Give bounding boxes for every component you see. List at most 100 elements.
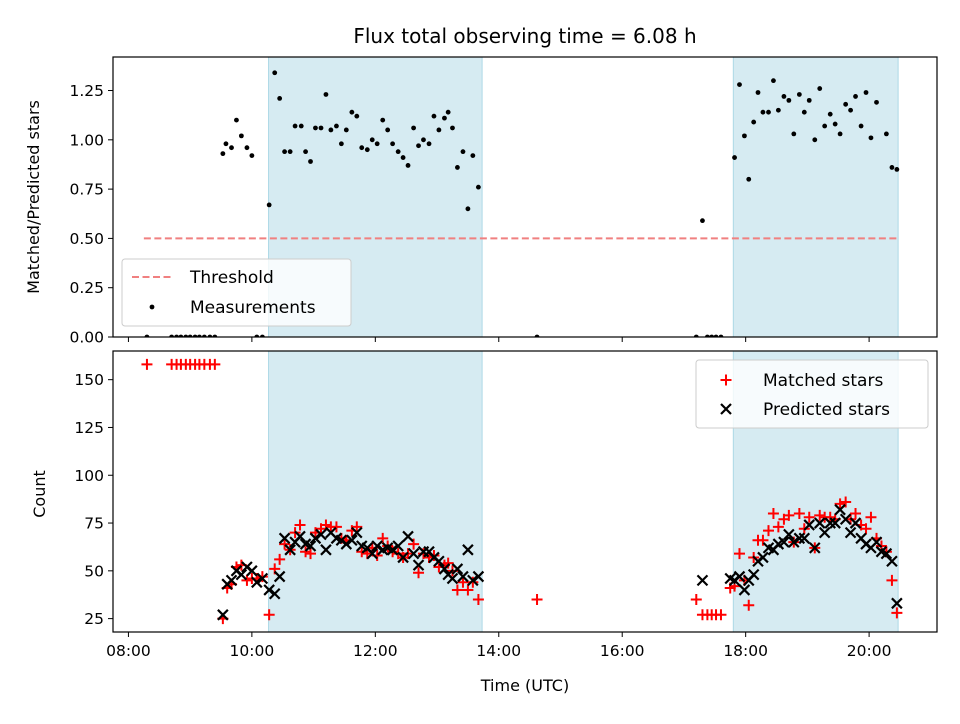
bottom-x-tick-label-2: 12:00	[353, 642, 398, 660]
bottom-axes-frame	[112, 350, 938, 633]
predicted-stars-point-68	[803, 519, 816, 531]
measurements-point-34	[338, 141, 344, 147]
measurements-point-81	[791, 131, 797, 137]
top-y-tick-label-1: 0.25	[69, 279, 104, 297]
measurements-point-80	[786, 97, 792, 103]
bottom-y-tick-label-5: 150	[74, 371, 104, 389]
measurements-point-40	[369, 137, 375, 143]
predicted-stars-point-36	[402, 530, 414, 543]
predicted-stars-point-18	[309, 532, 322, 545]
predicted-stars-point-72	[824, 517, 836, 529]
matched-stars-point-102	[891, 607, 903, 619]
measurements-point-100	[894, 166, 900, 172]
matched-stars-point-60	[467, 576, 479, 588]
predicted-stars-point-4	[235, 568, 248, 581]
predicted-stars-point-38	[412, 559, 425, 571]
predicted-stars-point-76	[844, 526, 857, 539]
top-panel: 0.00 0.25 0.50 0.75 1.00 1.25 Threshold Measure…	[69, 56, 938, 347]
predicted-stars-point-74	[834, 503, 846, 516]
measurements-point-57	[455, 165, 460, 170]
predicted-stars-point-71	[818, 526, 831, 539]
measurements-point-16	[244, 145, 250, 151]
predicted-stars-point-34	[392, 540, 404, 552]
matched-stars-point-101	[886, 574, 898, 586]
measurements-point-54	[442, 115, 447, 121]
measurements-point-28	[308, 159, 313, 164]
bottom-x-tick-label-6: 20:00	[847, 642, 892, 660]
bottom-y-tick-label-4: 125	[74, 419, 104, 437]
matched-stars-point-23	[279, 538, 291, 550]
matched-stars-point-92	[840, 496, 852, 508]
x-axis-label: Time (UTC)	[480, 676, 569, 695]
predicted-stars-point-46	[451, 563, 464, 575]
predicted-stars-point-48	[462, 544, 474, 556]
measurements-point-42	[380, 117, 386, 123]
matched-stars-point-16	[241, 574, 253, 586]
matched-stars-point-55	[442, 557, 454, 569]
predicted-stars-point-43	[438, 563, 451, 575]
predicted-stars-point-51	[696, 574, 709, 587]
bottom-x-tick-label-1: 10:00	[230, 642, 275, 660]
measurements-point-21	[272, 70, 278, 76]
legend-measurements-swatch	[149, 304, 155, 310]
legend-measurements-label: Measurements	[190, 298, 316, 318]
measurements-point-53	[436, 127, 442, 133]
measurements-point-33	[334, 123, 339, 129]
predicted-stars-point-29	[366, 547, 379, 560]
predicted-stars-point-42	[433, 555, 445, 568]
predicted-stars-point-12	[278, 532, 291, 545]
measurements-point-79	[781, 94, 787, 99]
predicted-stars-point-73	[829, 517, 841, 529]
matched-stars-point-63	[690, 594, 702, 606]
top-y-tick-label-2: 0.50	[69, 230, 104, 248]
measurements-point-35	[343, 127, 349, 133]
measurements-point-26	[298, 123, 304, 129]
predicted-stars-point-17	[304, 540, 317, 552]
measurements-point-37	[354, 113, 360, 119]
top-y-axis-label: Matched/Predicted stars	[24, 100, 43, 294]
matched-stars-point-42	[377, 532, 389, 544]
measurements-point-31	[323, 92, 329, 97]
matched-stars-point-58	[457, 576, 469, 588]
measurements-point-56	[450, 125, 455, 131]
legend-threshold-label: Threshold	[189, 268, 274, 288]
bottom-x-tick-label-3: 14:00	[476, 642, 521, 660]
measurements-point-13	[229, 145, 234, 151]
measurements-point-47	[405, 163, 411, 168]
measurements-point-94	[858, 123, 864, 129]
measurements-point-97	[874, 99, 879, 105]
predicted-stars-point-33	[386, 544, 399, 556]
measurements-point-50	[421, 137, 426, 143]
bottom-legend-box	[695, 359, 929, 429]
matched-stars-point-87	[814, 509, 826, 521]
measurements-point-59	[465, 206, 471, 212]
matched-stars-point-0	[141, 358, 153, 370]
measurements-point-99	[889, 165, 895, 170]
bottom-x-tick-label-5: 18:00	[723, 642, 768, 660]
measurements-point-84	[806, 97, 812, 103]
matched-stars-point-68	[715, 609, 727, 621]
matched-stars-point-10	[209, 358, 221, 370]
predicted-stars-point-6	[246, 565, 258, 577]
predicted-stars-point-83	[880, 547, 893, 560]
bottom-x-tick-label-4: 16:00	[600, 642, 645, 660]
matched-stars-point-94	[850, 507, 862, 519]
predicted-stars-point-45	[446, 572, 459, 585]
matched-stars-point-81	[783, 509, 795, 521]
measurements-point-58	[460, 149, 466, 155]
matched-stars-point-33	[330, 521, 342, 533]
predicted-stars-point-67	[798, 532, 811, 545]
measurements-point-25	[292, 123, 298, 129]
measurements-point-14	[234, 117, 239, 123]
predicted-stars-point-11	[273, 570, 286, 583]
top-y-tick-label-0: 0.00	[69, 329, 104, 347]
predicted-stars-point-49	[467, 574, 479, 587]
matched-stars-point-37	[351, 521, 363, 533]
measurements-point-44	[390, 141, 396, 147]
matched-stars-point-48	[408, 538, 420, 550]
measurements-point-15	[238, 133, 244, 139]
predicted-stars-point-84	[886, 555, 898, 568]
measurements-point-92	[848, 107, 853, 113]
predicted-stars-point-15	[294, 530, 306, 543]
matched-stars-point-28	[305, 548, 317, 560]
